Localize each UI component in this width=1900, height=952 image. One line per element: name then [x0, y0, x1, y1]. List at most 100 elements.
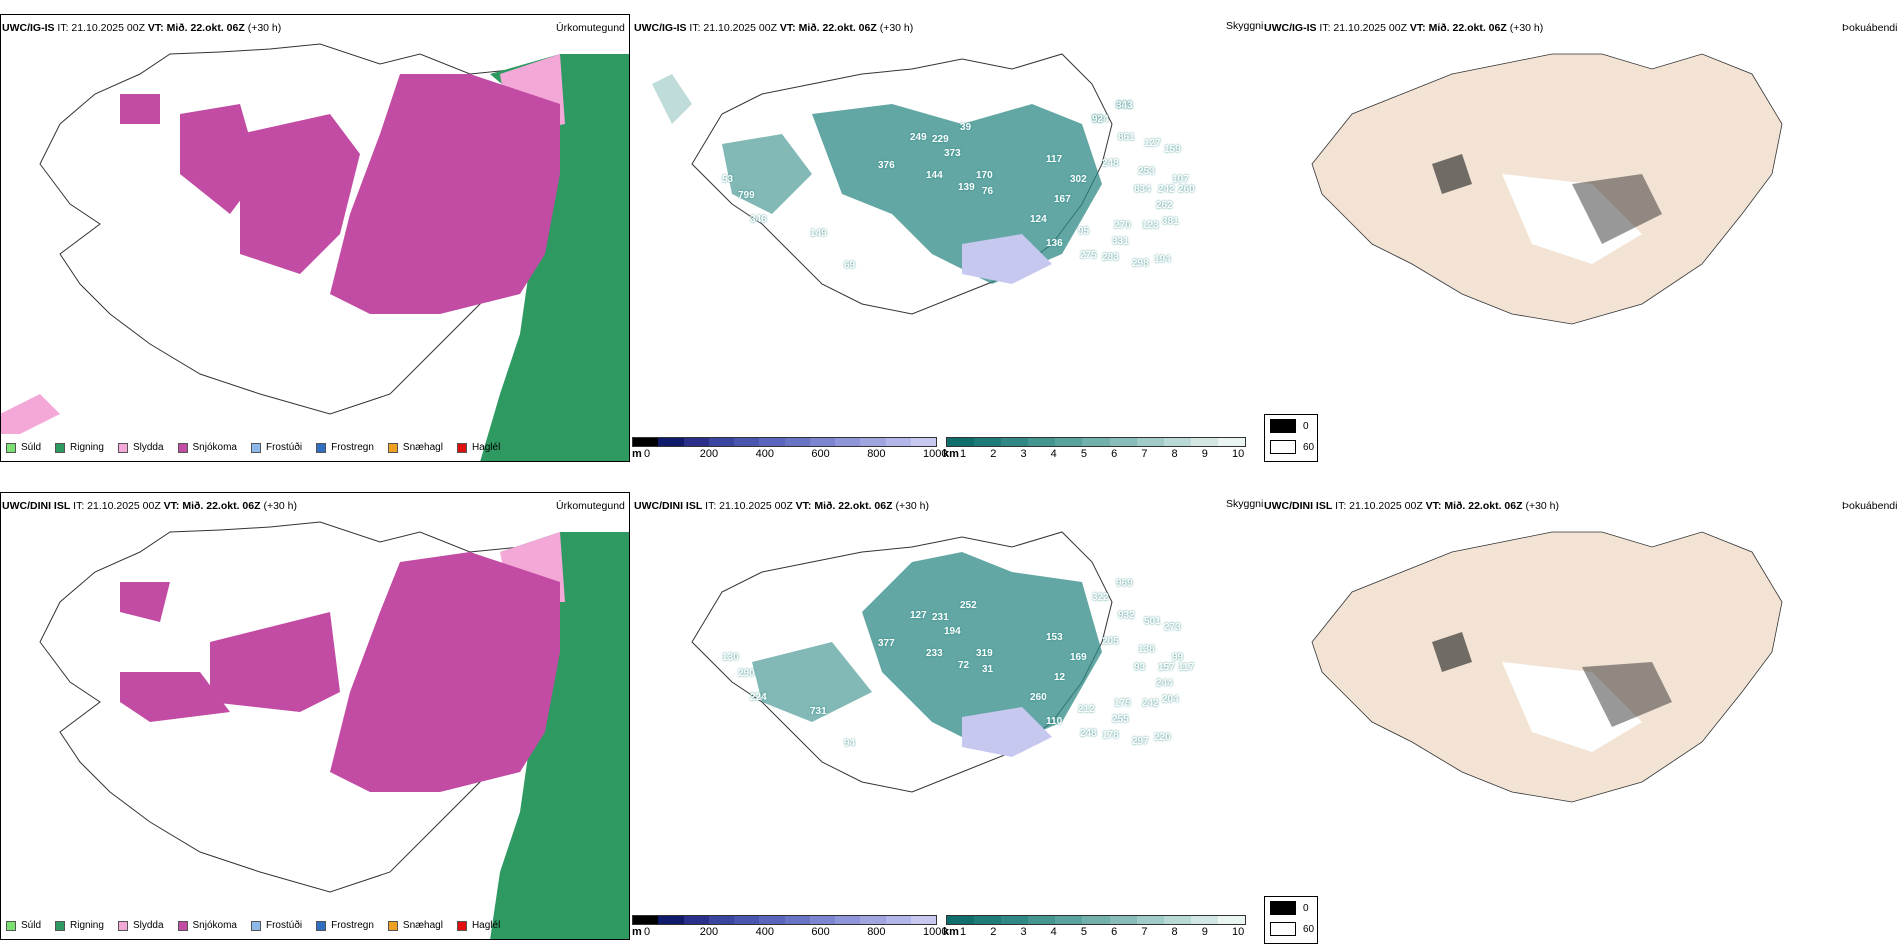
colorbar-segment	[860, 916, 886, 924]
legend-label: Frostúði	[265, 442, 303, 453]
colorbar-tick-label: 4	[1050, 926, 1057, 938]
cloud-base-label: 253	[1138, 166, 1155, 177]
precip-map-bottom	[39, 521, 629, 939]
fog-map-bottom	[1311, 531, 1783, 803]
init-time: IT: 21.10.2025 00Z	[705, 500, 793, 512]
init-time: IT: 21.10.2025 00Z	[689, 22, 777, 34]
colorbar-tick-label: 800	[867, 448, 886, 460]
valid-time: VT: Mið. 22.okt. 06Z	[163, 500, 261, 512]
fog-legend-swatch-light	[1270, 440, 1296, 454]
legend-item-rigning: Rigning	[55, 442, 104, 453]
legend-item-hagel: Haglél	[456, 442, 500, 453]
legend-label: Frostúði	[265, 920, 303, 931]
legend-swatch	[250, 920, 261, 931]
colorbar-segment	[683, 438, 709, 446]
colorbar-tick-label: 4	[1050, 448, 1057, 460]
legend-item-frostudi: Frostúði	[250, 442, 303, 453]
legend-swatch	[117, 920, 128, 931]
legend-label: Snæhagl	[402, 920, 443, 931]
colorbar-segment	[1163, 438, 1191, 446]
panel-title: UWC/DINI ISL IT: 21.10.2025 00Z VT: Mið.…	[1264, 500, 1559, 512]
colorbar-segment	[947, 438, 975, 446]
colorbar-segment	[1217, 916, 1246, 924]
colorbar-segment	[759, 916, 785, 924]
cloud-base-label: 224	[750, 692, 767, 703]
colorbar-tick-label: 8	[1171, 926, 1178, 938]
cloud-base-label: 94	[844, 738, 856, 749]
legend-swatch	[177, 442, 188, 453]
panel-type-label: Úrkomutegund	[556, 500, 625, 512]
cloud-base-label: 501	[1144, 616, 1161, 627]
cloud-base-label: 248	[1102, 158, 1119, 169]
panel-title: UWC/IG-IS IT: 21.10.2025 00Z VT: Mið. 22…	[2, 22, 281, 34]
vis-unit: km	[943, 926, 959, 938]
colorbar-tick-label: 3	[1020, 926, 1027, 938]
colorbar-segment	[1055, 438, 1083, 446]
cloud-base-label: 153	[1046, 632, 1063, 643]
cloud-base-label: 117	[1178, 662, 1195, 673]
panel-type-label: Úrkomutegund	[556, 22, 625, 34]
visibility-colorbar: 1 2 3 4 5 6 7 8 9 10 km	[943, 437, 1246, 461]
panel-title: UWC/IG-IS IT: 21.10.2025 00Z VT: Mið. 22…	[634, 22, 913, 34]
cloud-base-label: 205	[1102, 636, 1119, 647]
cloud-base-label: 322	[1092, 592, 1109, 603]
colorbar-tick-label: 1000	[923, 448, 948, 460]
colorbar-segment	[885, 916, 911, 924]
fog-panel-top: UWC/IG-IS IT: 21.10.2025 00Z VT: Mið. 22…	[1262, 14, 1900, 474]
colorbar-segment	[809, 916, 835, 924]
cloud-base-label: 376	[878, 160, 895, 171]
vis-colorbar-strip	[946, 915, 1246, 925]
cloud-base-label: 204	[1162, 694, 1179, 705]
cloud-base-label: 377	[878, 638, 895, 649]
colorbar-segment	[809, 438, 835, 446]
cloud-base-label: 331	[1112, 236, 1129, 247]
cloud-base-label: 381	[1162, 216, 1179, 227]
cloud-base-label: 194	[944, 626, 961, 637]
cloud-base-label: 290	[738, 668, 755, 679]
colorbar-tick-label: 400	[755, 926, 774, 938]
fog-legend-swatch-light	[1270, 922, 1296, 936]
panel-title: UWC/DINI ISL IT: 21.10.2025 00Z VT: Mið.…	[2, 500, 297, 512]
cloud-base-label: 12	[1054, 672, 1066, 683]
cloud-base-label: 139	[958, 182, 975, 193]
colorbar-segment	[1109, 916, 1137, 924]
legend-label: Snjókoma	[192, 920, 237, 931]
legend-item-snaehagl: Snæhagl	[387, 442, 443, 453]
colorbar-segment	[1055, 916, 1083, 924]
legend-item-slydda: Slydda	[117, 920, 164, 931]
colorbar-tick-label: 7	[1141, 448, 1148, 460]
cloud-base-label: 76	[982, 186, 994, 197]
legend-label: Haglél	[471, 920, 501, 931]
legend-swatch	[387, 920, 398, 931]
model-name: UWC/IG-IS	[634, 22, 687, 34]
visibility-panel-top: UWC/IG-IS IT: 21.10.2025 00Z VT: Mið. 22…	[632, 14, 1263, 474]
cloud-base-label: 343	[1116, 100, 1133, 111]
height-colorbar-strip	[632, 915, 937, 925]
colorbar-segment	[1082, 916, 1110, 924]
cloud-base-label: 127	[1144, 138, 1161, 149]
cloud-base-label: 229	[932, 134, 949, 145]
cloud-base-label: 283	[1102, 252, 1119, 263]
cloud-base-label: 932	[1118, 610, 1135, 621]
vis-colorbar-ticks: 1 2 3 4 5 6 7 8 9 10	[946, 925, 1246, 939]
height-colorbar-strip	[632, 437, 937, 447]
colorbar-tick-label: 5	[1080, 448, 1087, 460]
legend-swatch	[316, 920, 327, 931]
legend-item-frostregn: Frostregn	[316, 920, 374, 931]
legend-label: Súld	[21, 442, 42, 453]
legend-item-snaehagl: Snæhagl	[387, 920, 443, 931]
legend-swatch	[177, 920, 188, 931]
legend-label: Slydda	[132, 920, 164, 931]
colorbar-tick-label: 0	[644, 926, 651, 938]
legend-label: Frostregn	[331, 920, 374, 931]
lead-time: (+30 h)	[895, 500, 930, 512]
colorbar-segment	[1028, 916, 1056, 924]
colorbar-segment	[759, 438, 785, 446]
colorbar-segment	[658, 916, 684, 924]
legend-item-rigning: Rigning	[55, 920, 104, 931]
legend-label: Rigning	[70, 920, 104, 931]
colorbar-segment	[1163, 916, 1191, 924]
legend-item-sudd: Súld	[6, 920, 41, 931]
cloud-base-label: 584	[1092, 114, 1109, 125]
cloud-base-label: 136	[1046, 238, 1063, 249]
